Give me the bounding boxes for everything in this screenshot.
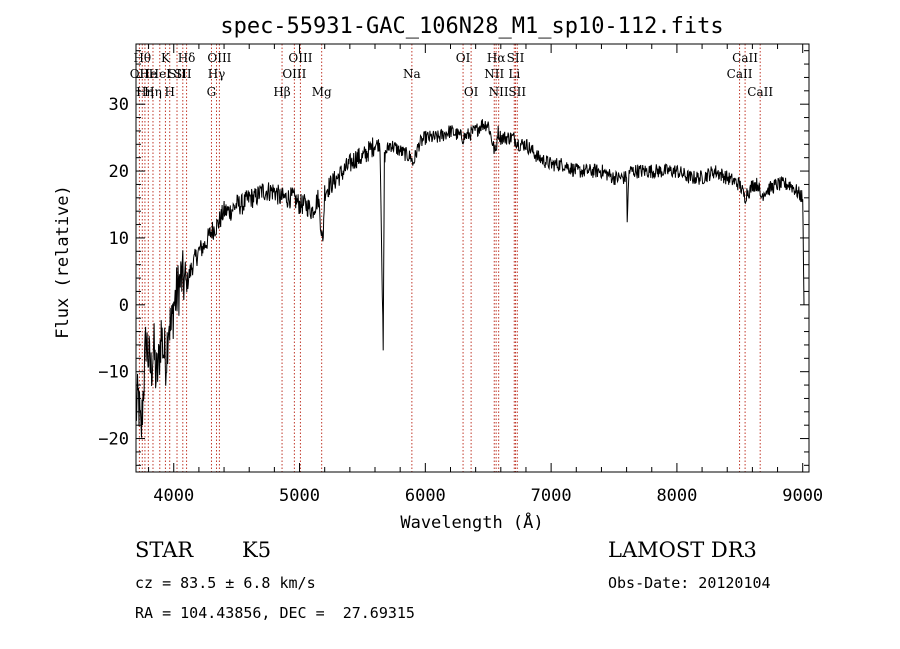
x-tick-label: 9000 [782,486,823,506]
spectral-line-label: K [161,51,171,65]
spectral-line-label: H [164,85,174,99]
y-tick-label: 20 [109,162,129,182]
obs-date: Obs-Date: 20120104 [608,574,771,592]
x-tick-label: 4000 [153,486,194,506]
spectral-line-label: Na [403,67,421,81]
spectral-line-label: Mg [312,85,332,99]
spectral-line-label: OI [456,51,471,65]
x-axis: 4000 5000 6000 7000 8000 9000 [148,44,823,506]
spectral-line-label: CaII [747,85,773,99]
spectral-line-label: SII [508,85,526,99]
spectral-line-label: Hθ [133,51,151,65]
spectral-subclass: K5 [242,538,272,562]
spectral-line-label: Hα [487,51,506,65]
spectral-line-label: Hη [144,85,162,99]
survey-name: LAMOST DR3 [608,538,757,562]
y-axis-label: Flux (relative) [53,185,73,339]
spectral-line-label: OIII [282,67,306,81]
flux-series-line [135,119,805,438]
spectral-line-label: NII [489,85,509,99]
x-tick-label: 8000 [656,486,697,506]
plot-frame [135,43,810,473]
spectral-line-label: CaII [732,51,758,65]
spectral-line-label: OII [130,67,150,81]
spectral-line-label: G [207,85,217,99]
spectral-line-labels: OIIHθHηHeHηHeIKHSIISIIHδGHγOIIIHβOIIIOII… [130,51,774,99]
y-tick-label: 0 [119,296,129,316]
spectral-line-label: NII [484,67,504,81]
spectral-line-label: OIII [288,51,312,65]
object-class: STAR [135,538,194,562]
y-axis: −20 −10 0 10 20 30 [98,50,809,466]
spectral-line-label: Li [508,67,520,81]
y-tick-label: −10 [98,363,129,383]
spectral-line-label: OI [464,85,479,99]
spectral-line-label: SII [168,67,186,81]
spectral-line-label: CaII [727,67,753,81]
y-tick-label: 30 [109,95,129,115]
x-axis-label: Wavelength (Å) [400,511,543,533]
spectral-line-label: Hη [136,85,154,99]
spectral-line-label: Hγ [208,67,226,81]
spectral-line-label: Hβ [273,85,290,99]
spectral-line-label: SII [507,51,525,65]
spectral-line-label: Hδ [178,51,196,65]
x-tick-label: 7000 [531,486,572,506]
spectral-line-label: He [140,67,158,81]
coordinates: RA = 104.43856, DEC = 27.69315 [135,604,415,622]
x-tick-label: 6000 [405,486,446,506]
x-tick-label: 5000 [279,486,320,506]
spectral-line-markers [138,44,761,472]
y-tick-label: −20 [98,430,129,450]
spectral-line-label: HeI [149,67,172,81]
redshift-readout: cz = 83.5 ± 6.8 km/s [135,574,316,592]
spectral-line-label: SII [174,67,192,81]
spectral-line-label: OIII [207,51,231,65]
y-tick-label: 10 [109,229,129,249]
chart-title: spec-55931-GAC_106N28_M1_sp10-112.fits [220,14,723,39]
